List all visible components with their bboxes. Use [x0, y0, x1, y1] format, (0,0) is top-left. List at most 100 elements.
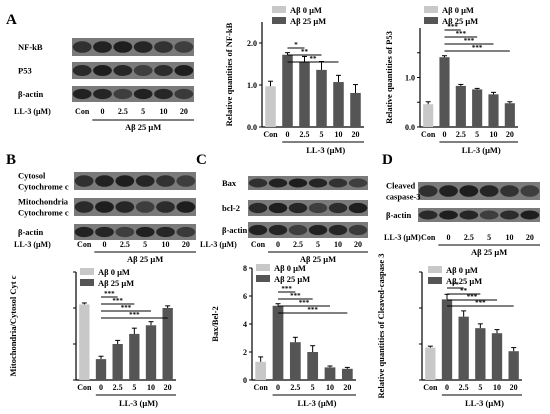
x-tick-label: 20 — [506, 130, 514, 139]
bar — [504, 103, 515, 127]
blot-band — [135, 226, 155, 238]
legend-label: Aβ 0 μM — [446, 265, 478, 275]
y-tick-label: 0.0 — [247, 123, 257, 132]
x-tick-label: 10 — [335, 130, 343, 139]
bar — [162, 308, 173, 380]
blot-band — [328, 178, 348, 188]
blot-panel-c: Bax bcl-2 β-actin LL-3 (μM) Con 0 2.5 5 10 20 Aβ 2… — [200, 176, 368, 264]
panel-letter-c: C — [196, 152, 207, 168]
lane-axis-label: LL-3 (μM) — [384, 233, 421, 242]
bar — [145, 325, 157, 380]
bar — [282, 54, 293, 128]
x-tick-label: 10 — [326, 383, 334, 392]
group-label: Aβ 25 μM — [300, 254, 336, 264]
blot-band — [74, 201, 94, 213]
legend-swatch — [256, 264, 270, 271]
significance-marker: *** — [456, 30, 467, 38]
significance-marker: *** — [121, 304, 132, 312]
lane-label: Con — [77, 240, 92, 249]
significance-marker: *** — [447, 23, 458, 31]
blot-band — [74, 175, 94, 187]
bar — [79, 304, 90, 380]
legend-swatch — [80, 268, 94, 275]
x-tick-label: Con — [254, 383, 269, 392]
bar — [289, 342, 301, 380]
blot-band — [115, 175, 135, 187]
y-axis-label: Bax/Bel-2 — [210, 306, 220, 341]
blot-row-label: caspase-3 — [386, 192, 420, 202]
bar — [255, 361, 267, 380]
significance-marker: *** — [467, 293, 478, 301]
bar — [112, 344, 123, 380]
lane-axis-label: LL-3 (μM) — [200, 240, 237, 249]
chart-nfkb: 0.0 1.0 2.0 Con 0 2.5 5 10 20 LL-3 (μM) Relative q… — [224, 5, 364, 155]
legend-swatch — [272, 6, 286, 13]
lane-label: 5 — [141, 107, 145, 116]
bar — [307, 352, 319, 380]
blot-band — [288, 178, 308, 188]
y-tick-label: 6 — [243, 292, 247, 301]
panel-letter-d: D — [382, 152, 393, 168]
bar — [441, 299, 453, 380]
x-tick-label: 0 — [99, 383, 103, 392]
significance-marker: *** — [281, 285, 292, 293]
significance-marker: *** — [290, 292, 301, 300]
x-tick-label: 20 — [164, 383, 172, 392]
x-tick-label: 0 — [445, 383, 449, 392]
bar-charts: 0.0 1.0 2.0 Con 0 2.5 5 10 20 LL-3 (μM) Relative q… — [8, 5, 522, 408]
y-axis-label: Relative quantities of P53 — [384, 31, 394, 124]
bar — [350, 92, 361, 127]
blot-band — [93, 65, 112, 76]
legend-label: Aβ 25 μM — [446, 276, 482, 286]
y-axis-label: Relative quantities of Cleaved-caspase 3 — [376, 254, 386, 399]
lane-label: 10 — [160, 107, 168, 116]
blot-band — [248, 202, 268, 214]
blot-band — [439, 210, 458, 220]
bar — [425, 347, 436, 380]
blot-band — [93, 88, 112, 100]
legend-swatch — [428, 266, 442, 273]
lane-label: 20 — [180, 107, 188, 116]
bar — [458, 316, 469, 380]
chart-baxbcl2: 0 2 4 6 8 Con 0 2.5 5 10 20 LL-3 (μM) Bax/Bel-2 Aβ 0 … — [210, 263, 356, 408]
blot-band — [72, 88, 92, 100]
x-tick-label: Con — [77, 383, 92, 392]
blot-band — [288, 224, 308, 236]
blot-row-label: β-actin — [18, 89, 44, 99]
y-tick-label: 1.0 — [247, 81, 257, 90]
x-tick-label: 2.5 — [290, 383, 300, 392]
blot-panel-a: NF-kB P53 β-actin LL-3 (μM) Con 0 2.5 5 10 20 Aβ 2… — [14, 38, 194, 132]
bar — [316, 69, 327, 127]
blot-row-label: β-actin — [386, 210, 412, 220]
blot-band — [156, 175, 175, 187]
blot-band — [308, 224, 328, 236]
x-tick-label: Con — [421, 130, 436, 139]
blot-row-label: Cytochrome c — [18, 208, 69, 218]
blot-row-label: β-actin — [18, 227, 44, 237]
significance-marker: *** — [475, 299, 486, 307]
lane-label: 5 — [487, 233, 491, 242]
bar — [299, 61, 310, 128]
legend-label: Aβ 25 μM — [274, 274, 310, 284]
blot-band — [93, 41, 112, 53]
legend-label: Aβ 0 μM — [290, 5, 322, 15]
legend-swatch — [428, 277, 442, 284]
blot-row-label: Bax — [222, 178, 237, 188]
significance-marker: *** — [104, 290, 115, 298]
blot-band — [115, 201, 135, 213]
y-tick-label: 2.0 — [247, 39, 257, 48]
blot-band — [156, 201, 175, 213]
y-tick-label: 0 — [243, 376, 247, 385]
blot-band — [288, 202, 308, 214]
blot-band — [479, 210, 499, 220]
blot-band — [500, 210, 519, 220]
significance-marker: * — [294, 41, 298, 49]
significance-marker: ** — [301, 48, 309, 56]
blot-band — [459, 210, 479, 220]
blot-row-label: Cleaved — [386, 181, 416, 191]
x-tick-label: 5 — [132, 383, 136, 392]
x-tick-label: 0 — [276, 383, 280, 392]
blot-band — [348, 178, 368, 188]
